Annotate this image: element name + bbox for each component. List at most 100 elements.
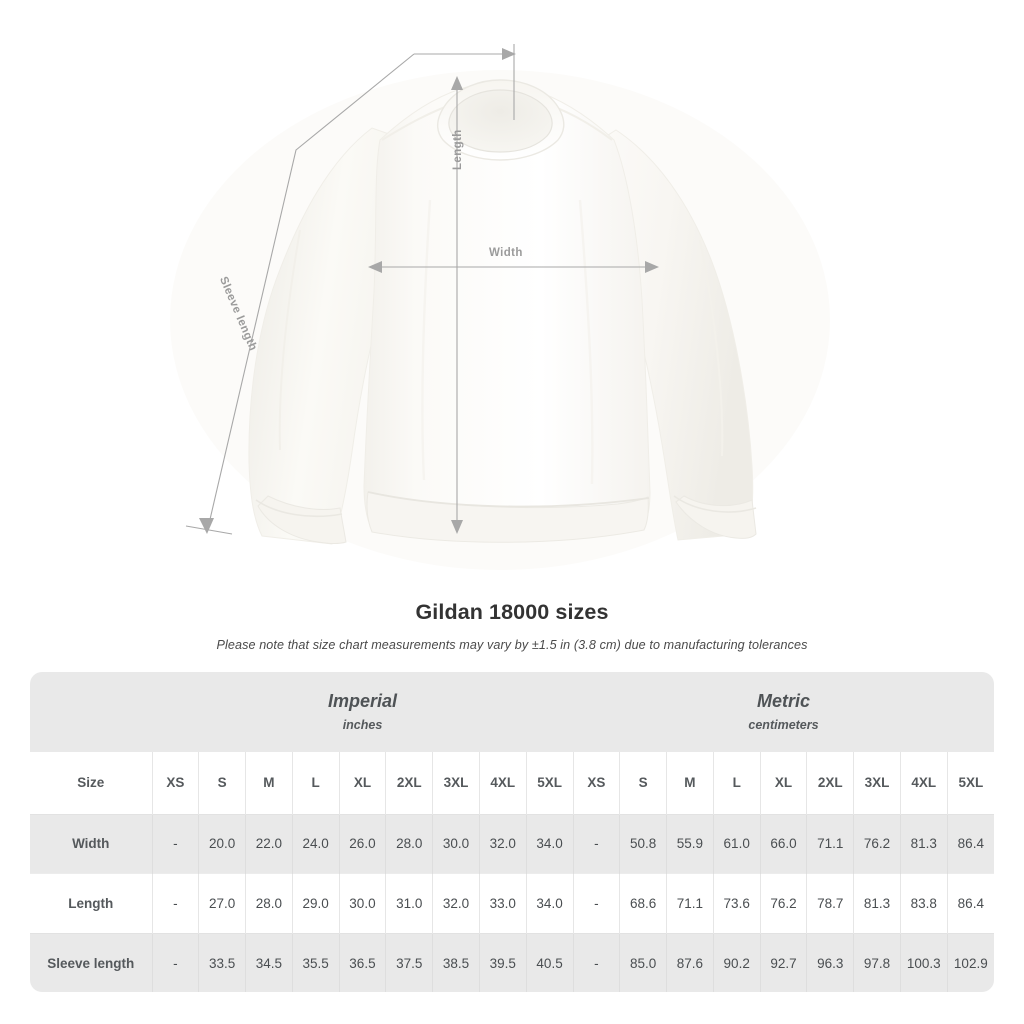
size-chart-table: Imperial inches Metric centimeters Size XS S…: [30, 672, 994, 992]
right-cuff-seam: [673, 495, 757, 513]
measurement-value: 90.2: [712, 932, 761, 992]
measurement-value: 83.8: [899, 873, 948, 933]
measurement-value: 28.0: [245, 873, 293, 933]
measurement-value: 85.0: [619, 932, 667, 992]
table-head: Imperial inches Metric centimeters Size XS S…: [30, 672, 994, 814]
neck-opening: [448, 89, 553, 153]
measurement-value: 32.0: [432, 873, 480, 933]
unit-system-header-row: Imperial inches Metric centimeters: [30, 672, 994, 752]
measurement-value: 34.0: [525, 813, 574, 874]
size-column-header: M: [245, 752, 293, 814]
measurement-value: 29.0: [291, 873, 340, 933]
measurement-value: 97.8: [853, 932, 901, 992]
system-header-spacer: [30, 672, 152, 752]
sleeve-diagonal-line: [207, 53, 415, 529]
measurement-value: 71.1: [666, 873, 714, 933]
tolerance-note: Please note that size chart measurements…: [216, 638, 808, 652]
measurement-value: 78.7: [806, 873, 854, 933]
length-arrow-bottom: [451, 520, 463, 534]
measurement-value: 76.2: [853, 813, 901, 874]
size-column-header: S: [198, 752, 246, 814]
length-arrow-top: [451, 76, 463, 90]
measurement-value: 81.3: [853, 873, 901, 933]
body-fold-left: [421, 199, 432, 481]
measurement-value: -: [151, 813, 199, 874]
measurement-value: 68.6: [619, 873, 667, 933]
title-block: Gildan 18000 sizes Please note that size…: [0, 600, 1024, 652]
sleeve-arrow-top: [502, 48, 516, 60]
size-column-header: M: [666, 752, 714, 814]
measurement-value: -: [151, 873, 199, 933]
measurement-value: 33.0: [478, 873, 527, 933]
size-column-header: 5XL: [525, 752, 574, 814]
size-column-header: L: [291, 752, 340, 814]
size-column-header: 5XL: [946, 752, 994, 814]
measurement-value: 36.5: [338, 932, 386, 992]
garment-illustration: Length Width Sleeve length: [185, 44, 757, 545]
unit-system-unit: centimeters: [748, 718, 819, 733]
measurement-value: 96.3: [806, 932, 854, 992]
unit-system-name: Metric: [757, 690, 811, 711]
measurement-value: 50.8: [619, 813, 667, 874]
size-column-header: L: [712, 752, 761, 814]
right-sleeve-fold: [699, 239, 724, 457]
sweatshirt-diagram: [185, 44, 757, 545]
width-arrow-right: [645, 261, 659, 273]
width-arrow-left: [368, 261, 382, 273]
measurement-value: 71.1: [806, 813, 854, 874]
measurement-value: 37.5: [385, 932, 433, 992]
size-column-header: 2XL: [385, 752, 433, 814]
page-title: Gildan 18000 sizes: [415, 600, 609, 624]
measurement-value: 30.0: [338, 873, 386, 933]
size-column-header: 3XL: [853, 752, 901, 814]
width-label: Width: [489, 247, 523, 259]
table-row: Sleeve length -33.5 34.5 35.5 36.5 37.5 38.5 39…: [30, 932, 994, 992]
measurement-value: 92.7: [759, 932, 807, 992]
size-column-header: XS: [151, 752, 199, 814]
size-column-header: 4XL: [478, 752, 527, 814]
body-fold-right: [578, 199, 594, 485]
measurement-value: 66.0: [759, 813, 807, 874]
measurement-value: 100.3: [899, 932, 948, 992]
measurement-value: 87.6: [666, 932, 714, 992]
size-chart-table-container: Imperial inches Metric centimeters Size XS S…: [30, 672, 994, 992]
measurement-value: 38.5: [432, 932, 480, 992]
unit-system-unit: inches: [342, 718, 383, 733]
unit-system-name: Imperial: [327, 690, 398, 711]
measurement-label: Width: [30, 813, 152, 874]
measurement-value: 31.0: [385, 873, 433, 933]
measurement-value: 27.0: [198, 873, 246, 933]
measurement-value: 73.6: [712, 873, 761, 933]
table-row: Width -20.0 22.0 24.0 26.0 28.0 30.0 32.0 34.0-5…: [30, 813, 994, 874]
sleeve-arrow-bottom: [199, 518, 214, 534]
unit-system-header-imperial: Imperial inches: [152, 672, 574, 752]
size-column-header: XL: [338, 752, 386, 814]
left-cuff: [257, 495, 347, 544]
measurement-value: 61.0: [712, 813, 761, 874]
size-column-header: S: [619, 752, 667, 814]
size-column-header: 4XL: [899, 752, 948, 814]
measurement-label: Length: [30, 873, 152, 933]
measurement-value: 34.5: [245, 932, 293, 992]
measurement-value: 30.0: [432, 813, 480, 874]
measurement-value: 26.0: [338, 813, 386, 874]
measurement-value: 32.0: [478, 813, 527, 874]
measurement-value: 28.0: [385, 813, 433, 874]
length-label: Length: [452, 129, 464, 170]
measurement-guides: [185, 44, 659, 535]
size-column-header: XL: [759, 752, 807, 814]
measurement-value: 81.3: [899, 813, 948, 874]
measurement-value: 86.4: [946, 813, 994, 874]
hem-seam: [367, 491, 650, 508]
size-column-header: 2XL: [806, 752, 854, 814]
measurement-value: -: [572, 873, 620, 933]
left-sleeve-fold: [278, 229, 301, 451]
measurement-value: 86.4: [946, 873, 994, 933]
left-cuff-seam: [255, 499, 343, 518]
table-row: Length -27.0 28.0 29.0 30.0 31.0 32.0 33.0 34.0-…: [30, 873, 994, 933]
measurement-label: Sleeve length: [30, 932, 152, 992]
measurement-value: 39.5: [478, 932, 527, 992]
unit-system-header-metric: Metric centimeters: [573, 672, 994, 752]
measurement-value: 24.0: [291, 813, 340, 874]
size-column-header: 3XL: [432, 752, 480, 814]
